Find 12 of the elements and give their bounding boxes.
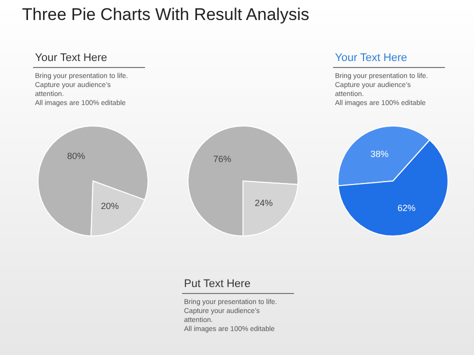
pie-slice: [188, 126, 298, 236]
text: Your Text Here: [333, 52, 445, 68]
data-label: 38%: [370, 148, 388, 159]
data-label: 20%: [100, 201, 119, 212]
pie-slice: [38, 126, 148, 236]
data-label: 62%: [398, 203, 416, 214]
data-label: 80%: [67, 150, 86, 161]
data-label: 76%: [213, 154, 232, 164]
data-label: 24%: [254, 198, 273, 208]
text: Your Text Here: [33, 52, 145, 68]
text: Put Text Here: [182, 278, 294, 294]
chart-title: Three Pie Charts With Result Analysis: [22, 5, 310, 25]
